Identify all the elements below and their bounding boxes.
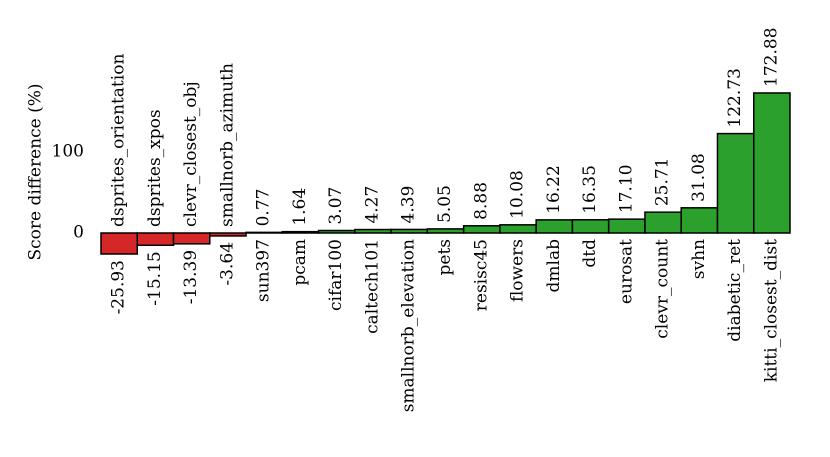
value-label: 31.08 (689, 153, 709, 202)
value-label: -3.64 (217, 242, 237, 286)
bar (172, 232, 211, 245)
x-tick-label: pcam (290, 239, 310, 286)
bar (716, 132, 755, 234)
value-label: 4.27 (362, 186, 382, 224)
y-tick-label: 100 (52, 142, 84, 162)
x-tick-label: smallnorb_azimuth (217, 63, 237, 227)
x-tick-label: dsprites_xpos (145, 109, 165, 227)
x-tick-label: clevr_count (653, 239, 673, 339)
bar (317, 229, 356, 234)
value-label: 17.10 (616, 164, 636, 213)
bar (607, 218, 646, 234)
x-tick-label: diabetic_ret (725, 239, 745, 342)
value-label: 25.71 (653, 158, 673, 207)
bar (245, 231, 284, 234)
value-label: 3.07 (326, 187, 346, 225)
bar (281, 230, 320, 234)
value-label: -15.15 (145, 251, 165, 305)
x-tick-label: svhn (689, 239, 709, 279)
bar (209, 232, 247, 237)
bar (462, 225, 501, 234)
value-label: 122.73 (725, 68, 745, 127)
x-tick-label: sun397 (254, 239, 274, 302)
y-axis-label: Score difference (%) (26, 84, 46, 261)
value-label: 1.64 (290, 188, 310, 226)
value-label: -13.39 (181, 250, 201, 304)
value-label: 10.08 (508, 170, 528, 219)
bar (680, 207, 719, 234)
x-tick-label: dmlab (544, 239, 564, 293)
bar (571, 219, 610, 234)
value-label: 8.88 (471, 182, 491, 220)
bar (426, 228, 465, 234)
x-tick-label: resisc45 (471, 239, 491, 311)
x-tick-label: dsprites_orientation (109, 54, 129, 227)
x-tick-label: smallnorb_elevation (399, 239, 419, 412)
x-tick-label: clevr_closest_obj (181, 81, 201, 227)
x-tick-label: eurosat (616, 239, 636, 304)
bar (752, 92, 791, 234)
bar (535, 219, 574, 234)
y-tick-label: 0 (73, 223, 84, 243)
bar (354, 228, 392, 234)
bar (136, 232, 175, 247)
value-label: 0.77 (254, 189, 274, 227)
x-tick-label: dtd (580, 239, 600, 268)
bar (499, 224, 537, 234)
bar (390, 228, 429, 234)
value-label: 4.39 (399, 186, 419, 224)
value-label: 172.88 (761, 27, 781, 86)
x-tick-label: pets (435, 239, 455, 276)
value-label: 5.05 (435, 185, 455, 223)
bar (644, 211, 682, 234)
x-tick-label: caltech101 (362, 239, 382, 334)
value-label: 16.35 (580, 165, 600, 214)
x-tick-label: kitti_closest_dist (761, 239, 781, 382)
x-tick-label: cifar100 (326, 239, 346, 311)
x-tick-label: flowers (508, 239, 528, 302)
bar (100, 232, 139, 255)
value-label: -25.93 (109, 260, 129, 314)
value-label: 16.22 (544, 165, 564, 214)
